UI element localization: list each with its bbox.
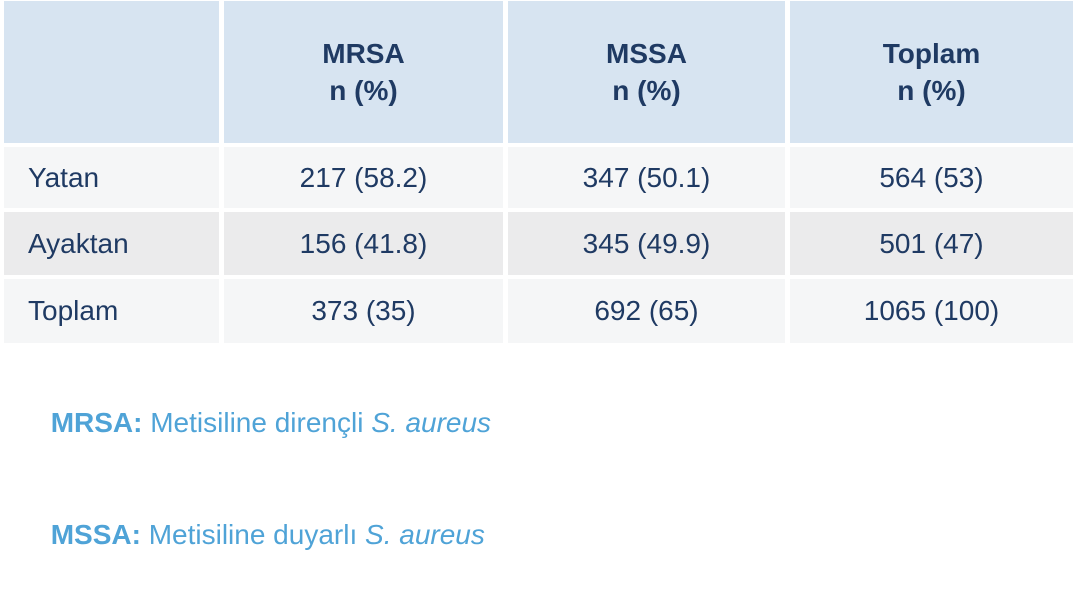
- cell-yatan-mssa: 347 (50.1): [508, 147, 785, 208]
- cell-ayaktan-mssa: 345 (49.9): [508, 212, 785, 275]
- header-cell-toplam: Toplam n (%): [790, 1, 1073, 143]
- cell-ayaktan-toplam: 501 (47): [790, 212, 1073, 275]
- column-subheader-toplam: n (%): [897, 72, 965, 109]
- patient-distribution-table: MRSA n (%) MSSA n (%) Toplam n (%) Yatan…: [4, 1, 1073, 343]
- column-header-mrsa: MRSA: [322, 35, 404, 72]
- header-cell-mssa: MSSA n (%): [508, 1, 785, 143]
- footnote-mrsa-abbr: MRSA:: [51, 407, 143, 438]
- footnote-mssa-species: S. aureus: [365, 519, 485, 550]
- footnote-mrsa-text: Metisiline dirençli: [142, 407, 371, 438]
- footnote-mrsa-species: S. aureus: [371, 407, 491, 438]
- cell-yatan-mrsa: 217 (58.2): [224, 147, 503, 208]
- row-label-toplam: Toplam: [4, 279, 219, 343]
- footnote-mssa-abbr: MSSA:: [51, 519, 141, 550]
- row-label-ayaktan: Ayaktan: [4, 212, 219, 275]
- footnotes: MRSA: Metisiline dirençli S. aureus MSSA…: [4, 366, 1073, 591]
- footnote-mrsa: MRSA: Metisiline dirençli S. aureus: [4, 366, 1073, 479]
- cell-toplam-mrsa: 373 (35): [224, 279, 503, 343]
- footnote-mssa-text: Metisiline duyarlı: [141, 519, 365, 550]
- row-label-yatan: Yatan: [4, 147, 219, 208]
- column-header-mssa: MSSA: [606, 35, 687, 72]
- column-subheader-mssa: n (%): [612, 72, 680, 109]
- footnote-mssa: MSSA: Metisiline duyarlı S. aureus: [4, 479, 1073, 591]
- column-header-toplam: Toplam: [883, 35, 980, 72]
- page: MRSA n (%) MSSA n (%) Toplam n (%) Yatan…: [0, 0, 1073, 455]
- cell-yatan-toplam: 564 (53): [790, 147, 1073, 208]
- column-subheader-mrsa: n (%): [329, 72, 397, 109]
- header-cell-empty: [4, 1, 219, 143]
- header-cell-mrsa: MRSA n (%): [224, 1, 503, 143]
- cell-toplam-toplam: 1065 (100): [790, 279, 1073, 343]
- cell-toplam-mssa: 692 (65): [508, 279, 785, 343]
- cell-ayaktan-mrsa: 156 (41.8): [224, 212, 503, 275]
